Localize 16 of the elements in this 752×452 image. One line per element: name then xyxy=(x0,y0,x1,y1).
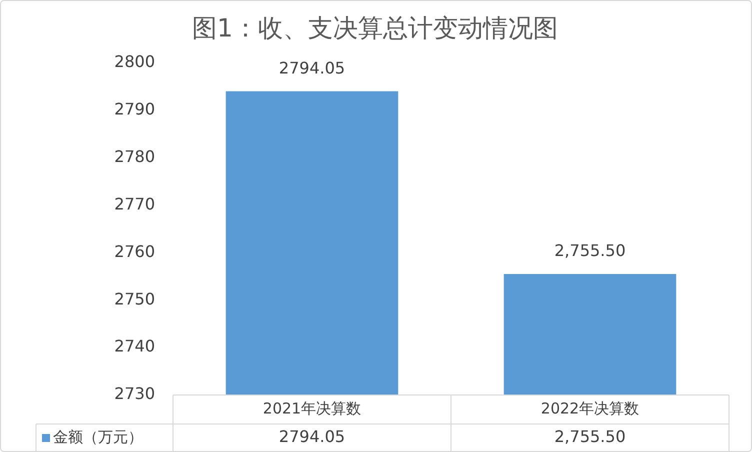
text: 2,755.50 xyxy=(554,241,626,260)
data-label: 2,755.50 xyxy=(554,427,626,446)
y-tick-label: 2740 xyxy=(114,336,155,356)
y-tick-label: 2750 xyxy=(114,289,155,308)
y-tick-label: 2730 xyxy=(114,384,155,404)
y-tick-label: 2760 xyxy=(114,242,155,261)
legend-label: 金额（万元） xyxy=(53,428,143,446)
x-tick-label: 2021年决算数 xyxy=(262,399,362,418)
data-label: 2794.05 xyxy=(278,427,346,446)
text: 2794.05 xyxy=(278,58,346,78)
y-tick-label: 2800 xyxy=(114,52,155,72)
y-tick-label: 2780 xyxy=(114,147,155,166)
y-tick-label: 2790 xyxy=(114,100,155,119)
chart-title: 图1：收、支决算总计变动情况图 xyxy=(192,14,558,42)
x-tick-label: 2022年决算数 xyxy=(540,399,640,418)
y-tick-label: 2770 xyxy=(114,194,155,214)
